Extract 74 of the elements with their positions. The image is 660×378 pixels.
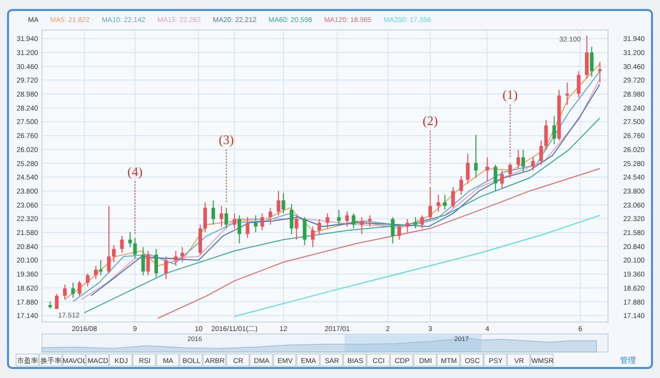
candlestick [521, 149, 525, 173]
candlestick [120, 235, 124, 254]
candlestick [406, 218, 410, 233]
candlestick [54, 293, 58, 310]
candlestick [246, 216, 250, 238]
candlestick [428, 186, 432, 220]
candlestick [276, 190, 280, 216]
candlestick [516, 149, 520, 170]
candlestick [232, 212, 236, 229]
candlestick [544, 119, 548, 150]
candlestick [112, 244, 116, 263]
line-series [157, 168, 600, 319]
candlestick [576, 70, 580, 98]
annotation: (4) [127, 164, 143, 179]
candlestick [180, 246, 184, 263]
candlestick [485, 156, 490, 182]
candlestick [500, 170, 504, 190]
candlestick [302, 216, 306, 246]
candlestick [326, 212, 330, 229]
candlestick [397, 224, 402, 240]
candlestick [360, 216, 364, 235]
candlestick [146, 250, 150, 276]
annotation: (1) [502, 87, 518, 102]
candlestick [94, 265, 98, 280]
candlestick [345, 211, 349, 228]
candlestick [63, 284, 67, 300]
line-series [234, 214, 600, 317]
candlestick [352, 212, 356, 229]
candlestick [98, 260, 103, 276]
annotation: (2) [422, 113, 438, 128]
candlestick [552, 116, 556, 145]
candlestick [565, 82, 570, 106]
candlestick [203, 202, 207, 233]
candlestick [420, 214, 424, 229]
candlestick [466, 153, 470, 184]
candlestick [141, 246, 145, 276]
candlestick [436, 194, 440, 212]
line-series [84, 117, 600, 314]
candlestick [451, 186, 455, 208]
candlestick [584, 35, 589, 80]
candlestick [71, 282, 75, 298]
candlestick [310, 226, 315, 248]
candlestick [282, 192, 286, 214]
candlestick [474, 134, 478, 178]
candlestick [268, 207, 272, 226]
candlestick [128, 232, 132, 248]
candlestick [294, 214, 298, 240]
candlestick [224, 207, 228, 229]
candlestick [290, 204, 294, 235]
candlestick [443, 194, 447, 210]
candlestick [78, 280, 82, 296]
candlestick [220, 205, 224, 228]
candlestick [337, 209, 341, 226]
candlestick [238, 214, 242, 244]
candlestick [317, 218, 322, 235]
candlestick [494, 164, 498, 192]
annotation: (3) [218, 132, 234, 147]
candlestick [254, 214, 258, 233]
candlestick [508, 162, 512, 178]
candlestick [154, 248, 158, 278]
candlestick [368, 214, 372, 228]
candlestick [86, 272, 90, 287]
candlestick [531, 156, 535, 171]
candlestick [260, 212, 264, 231]
candlestick [164, 256, 168, 280]
candlestick [590, 46, 594, 78]
candlestick [390, 216, 394, 244]
candlestick [539, 140, 543, 166]
candlestick [459, 176, 463, 196]
candlestick [211, 200, 216, 226]
candlestick [133, 237, 137, 259]
text: 管理 [620, 356, 636, 365]
candlestick [107, 205, 111, 274]
candlestick [174, 250, 178, 266]
